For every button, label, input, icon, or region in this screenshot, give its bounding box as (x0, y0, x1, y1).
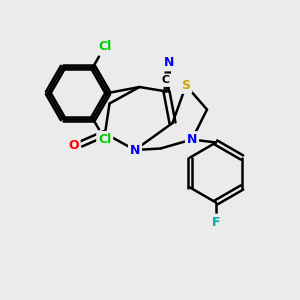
Text: C: C (162, 75, 170, 85)
Text: N: N (187, 133, 197, 146)
Text: Cl: Cl (98, 133, 111, 146)
Text: N: N (164, 56, 175, 70)
Text: N: N (130, 143, 140, 157)
Text: F: F (212, 215, 220, 229)
Text: Cl: Cl (98, 40, 111, 53)
Text: S: S (182, 79, 190, 92)
Text: O: O (68, 139, 79, 152)
